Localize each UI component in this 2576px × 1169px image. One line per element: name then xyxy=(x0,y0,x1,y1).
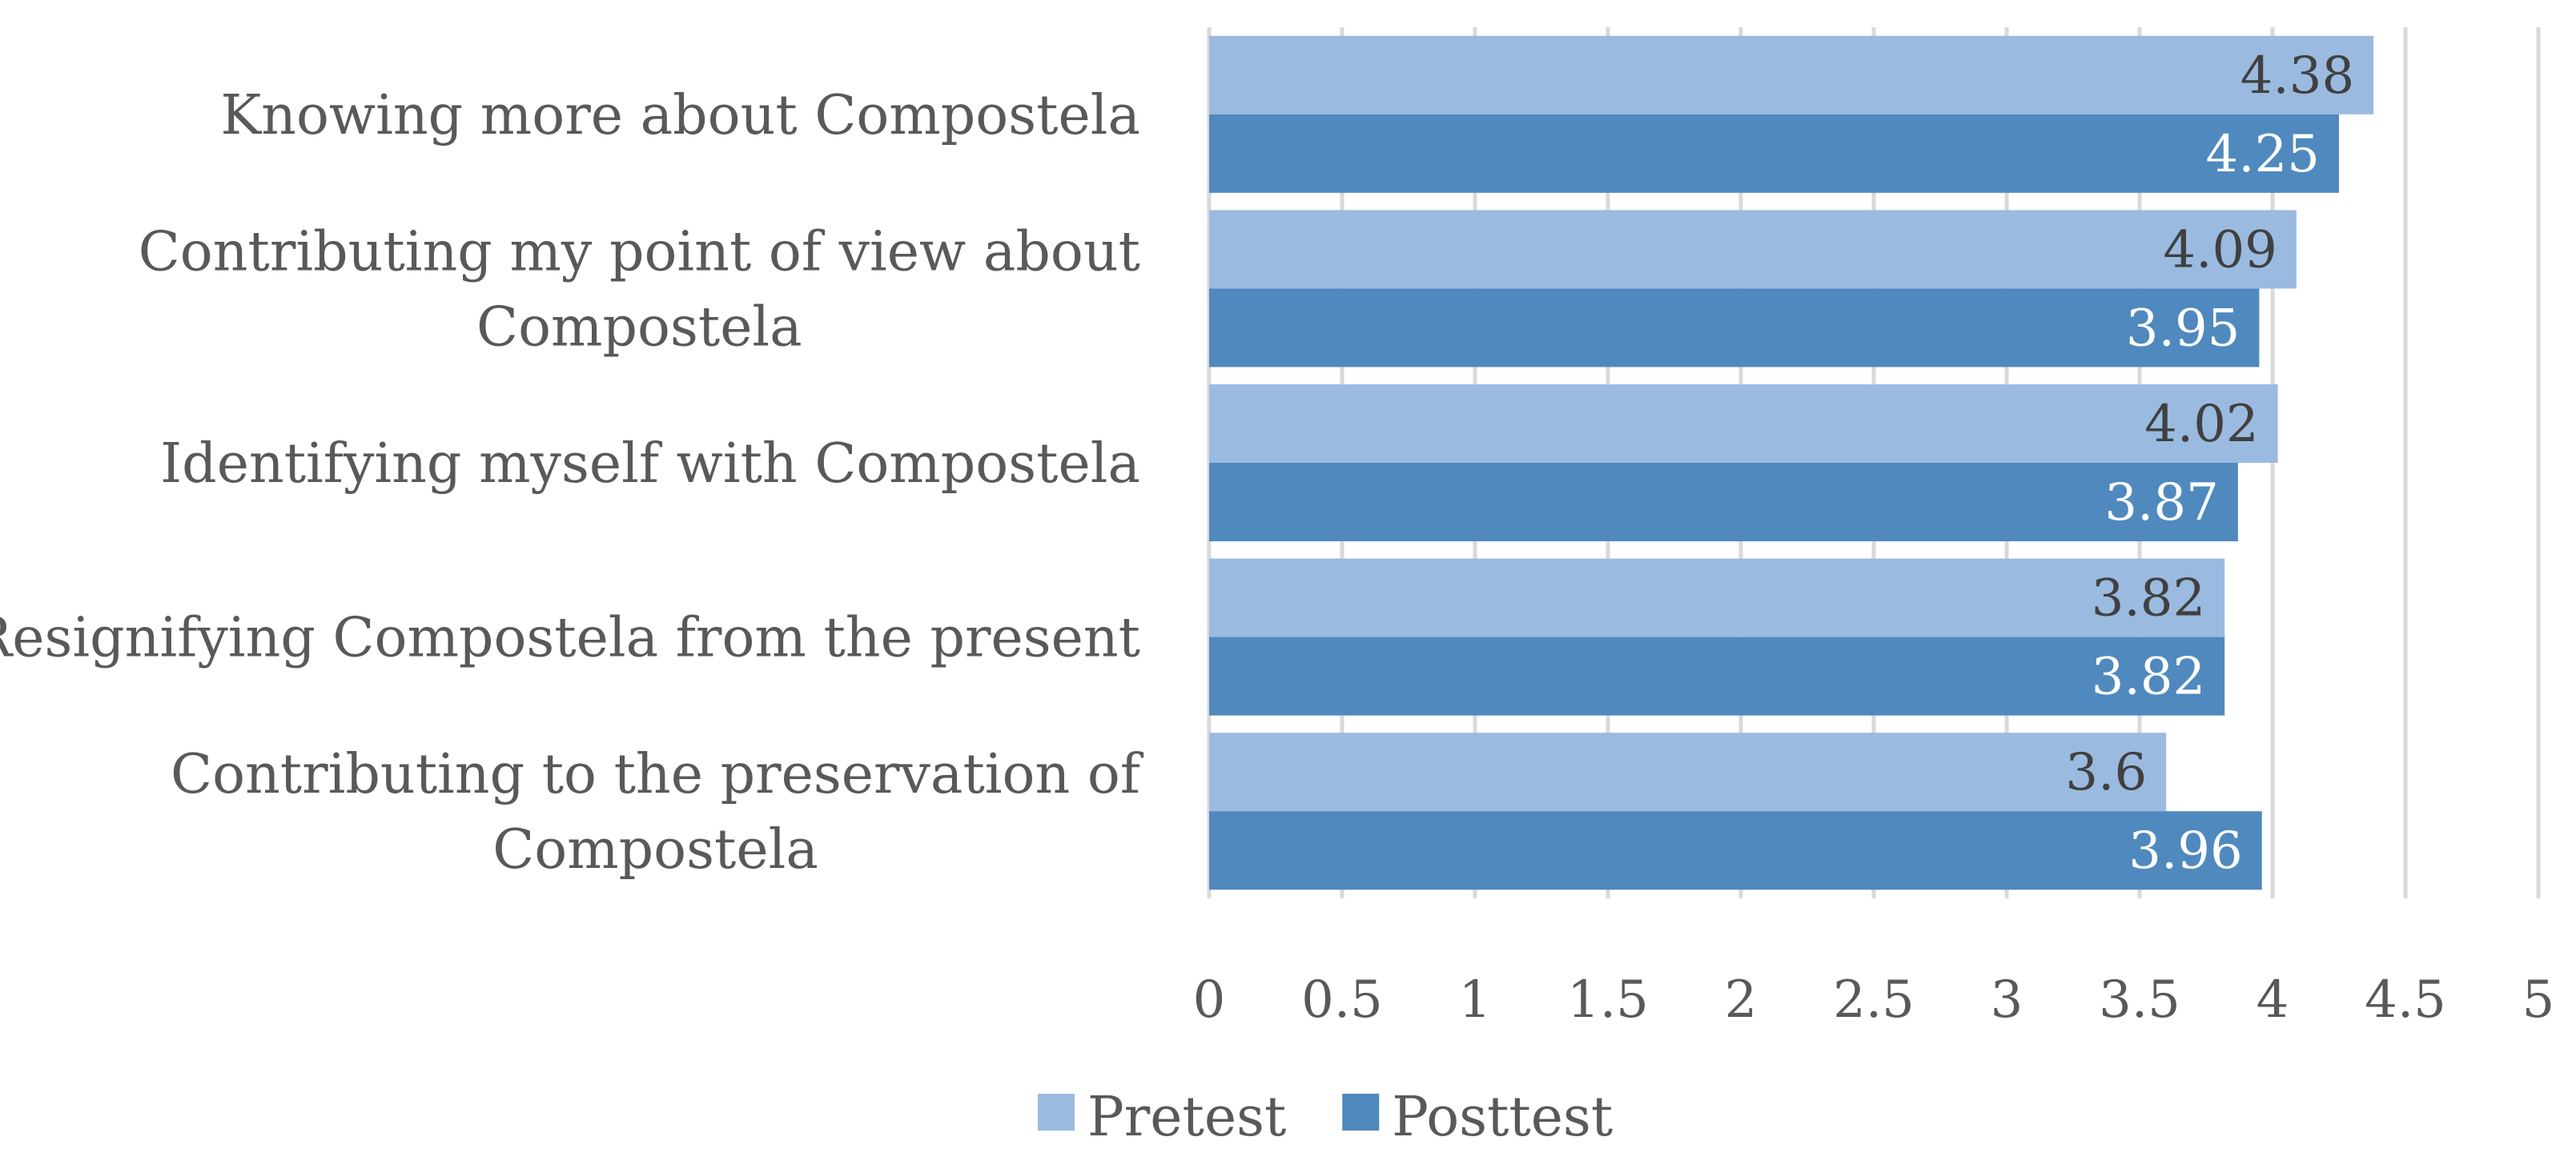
data-label-pretest-3: 3.82 xyxy=(2092,569,2206,629)
legend-swatch-pretest xyxy=(1038,1094,1075,1131)
x-axis-tick-labels: 0 0.5 1 1.5 2 2.5 3 3.5 4 4.5 5 xyxy=(1193,970,2555,1030)
category-label-line: Compostela xyxy=(492,818,818,882)
legend-label-posttest: Posttest xyxy=(1392,1086,1613,1149)
data-label-posttest-1: 3.95 xyxy=(2126,299,2240,358)
category-label-1: Contributing my point of view about Compo… xyxy=(139,220,1140,359)
legend-swatch-posttest xyxy=(1342,1094,1380,1131)
x-tick-label-5: 5 xyxy=(2522,970,2555,1030)
category-label-line: Contributing my point of view about xyxy=(139,220,1140,283)
x-tick-label-4-5: 4.5 xyxy=(2365,970,2446,1030)
bar-pretest-2 xyxy=(1209,384,2278,463)
x-tick-label-1-5: 1.5 xyxy=(1567,970,1649,1030)
bar-posttest-1 xyxy=(1209,288,2260,368)
category-label-line: Contributing to the preservation of xyxy=(171,743,1144,806)
data-label-posttest-3: 3.82 xyxy=(2092,648,2206,707)
bar-pretest-0 xyxy=(1209,35,2374,114)
bars xyxy=(1209,35,2374,890)
legend: Pretest Posttest xyxy=(1038,1086,1613,1149)
category-label-line: Knowing more about Compostela xyxy=(220,84,1140,147)
data-label-posttest-0: 4.25 xyxy=(2206,125,2321,184)
data-label-pretest-2: 4.02 xyxy=(2144,395,2259,454)
category-label-line: Compostela xyxy=(476,295,802,359)
category-label-2: Identifying myself with Compostela xyxy=(160,432,1140,496)
bar-pretest-1 xyxy=(1209,210,2297,289)
x-tick-label-3: 3 xyxy=(1991,970,2023,1030)
x-tick-label-0: 0 xyxy=(1193,970,1226,1030)
category-label-4: Contributing to the preservation of Compo… xyxy=(171,743,1144,882)
x-tick-label-2: 2 xyxy=(1725,970,1758,1030)
x-tick-label-1: 1 xyxy=(1459,970,1492,1030)
category-labels: Knowing more about Compostela Contributin… xyxy=(0,84,1144,882)
x-tick-label-3-5: 3.5 xyxy=(2099,970,2180,1030)
category-label-0: Knowing more about Compostela xyxy=(220,84,1140,147)
bar-posttest-2 xyxy=(1209,463,2238,541)
category-label-3: Resignifying Compostela from the present xyxy=(0,607,1140,670)
x-tick-label-4: 4 xyxy=(2257,970,2289,1030)
legend-label-pretest: Pretest xyxy=(1087,1086,1286,1149)
data-labels: 4.38 4.25 4.09 3.95 4.02 3.87 3.82 3.82 3.6 3.96 xyxy=(2065,46,2354,881)
data-label-posttest-4: 3.96 xyxy=(2128,822,2243,881)
bar-posttest-0 xyxy=(1209,114,2339,193)
bar-pretest-3 xyxy=(1209,558,2225,637)
bar-posttest-3 xyxy=(1209,637,2225,716)
category-label-line: Identifying myself with Compostela xyxy=(160,432,1140,496)
data-label-pretest-1: 4.09 xyxy=(2163,220,2277,279)
data-label-posttest-2: 3.87 xyxy=(2104,473,2219,532)
data-label-pretest-0: 4.38 xyxy=(2240,46,2355,106)
category-label-line: Resignifying Compostela from the present xyxy=(0,607,1140,670)
data-label-pretest-4: 3.6 xyxy=(2065,743,2147,802)
x-tick-label-2-5: 2.5 xyxy=(1833,970,1915,1030)
x-tick-label-0-5: 0.5 xyxy=(1301,970,1383,1030)
bar-posttest-4 xyxy=(1209,811,2262,890)
bar-pretest-4 xyxy=(1209,733,2167,812)
